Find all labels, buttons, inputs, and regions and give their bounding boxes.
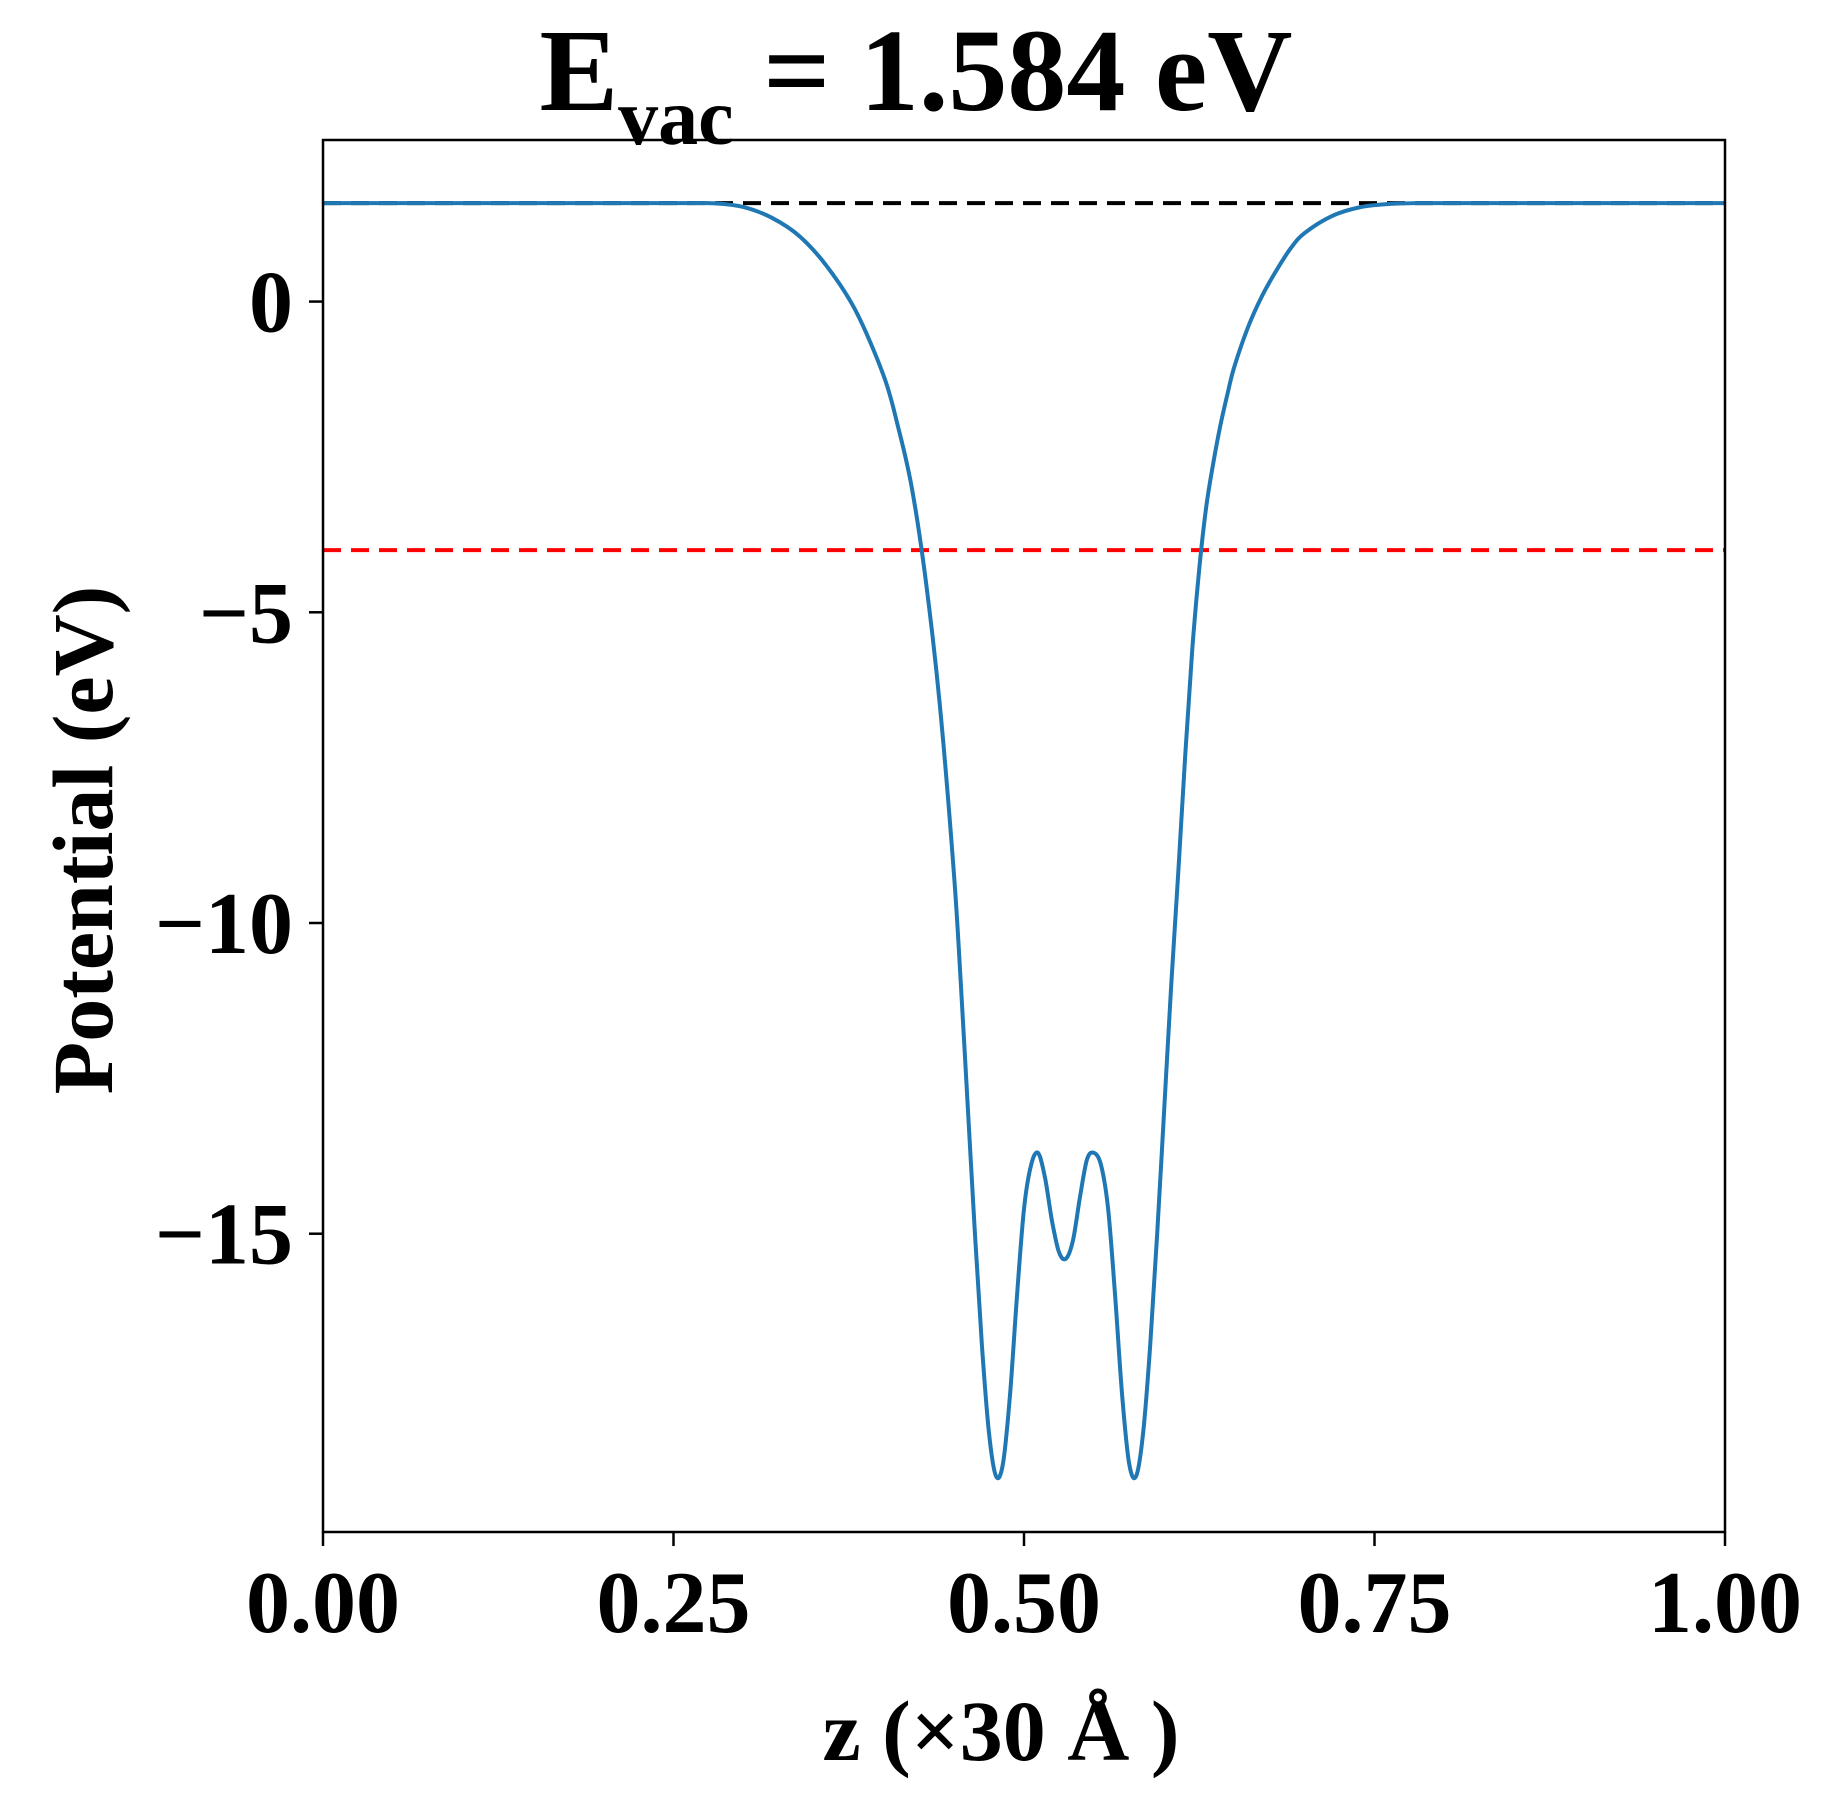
y-tick-label: −15 <box>155 1187 293 1284</box>
y-tick-label: −5 <box>199 565 293 662</box>
x-tick-label: 0.50 <box>947 1555 1101 1652</box>
x-tick-label: 0.75 <box>1298 1555 1452 1652</box>
plot-frame <box>321 138 1727 1534</box>
y-tick-label: −10 <box>155 876 293 973</box>
y-tick-label: 0 <box>249 255 293 352</box>
series-layer <box>322 201 1725 1481</box>
chart-title: Evac = 1.584 eV <box>539 5 1292 162</box>
x-tick-label: 0.00 <box>246 1555 400 1652</box>
chart-title-subscript: vac <box>618 74 734 162</box>
y-axis-ticks: 0 −5 −10 −15 <box>155 255 323 1284</box>
x-tick-label: 0.25 <box>597 1555 751 1652</box>
x-axis-ticks: 0.00 0.25 0.50 0.75 1.00 <box>246 1532 1802 1652</box>
potential-line-series-0 <box>322 201 1725 1481</box>
chart-title-main: E <box>539 5 618 136</box>
x-tick-label: 1.00 <box>1648 1555 1802 1652</box>
y-axis-label: Potential (eV) <box>35 586 131 1095</box>
chart-title-rest: = 1.584 eV <box>734 5 1293 136</box>
plot-area: 0.00 0.25 0.50 0.75 1.00 0 −5 −10 −15 <box>155 138 1802 1652</box>
x-axis-label: z (×30 Å ) <box>822 1683 1179 1779</box>
reference-lines <box>323 201 1725 553</box>
